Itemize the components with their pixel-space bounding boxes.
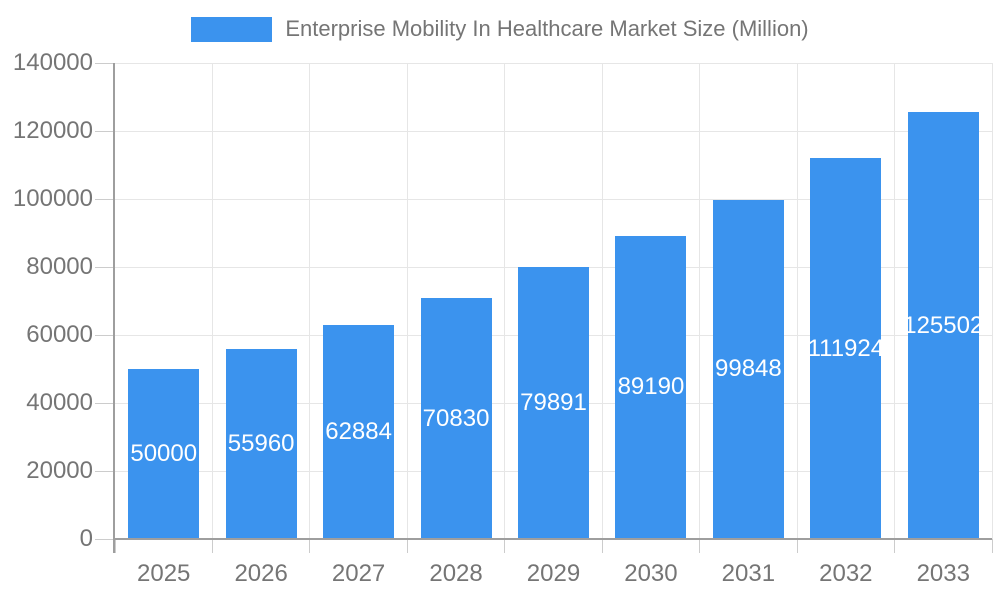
gridline-horizontal [115,62,992,64]
bar-2033[interactable]: 125502 [903,112,983,539]
y-axis-tick [95,334,115,336]
x-axis-label: 2032 [819,560,873,587]
x-axis-label: 2025 [137,560,191,587]
x-axis-tick [211,539,213,553]
y-axis-tick [95,470,115,472]
x-axis-label: 2027 [331,560,386,587]
bar-value-label: 70830 [422,404,490,432]
bar-value-label: 50000 [130,440,198,467]
bar-2032[interactable]: 111924 [808,158,884,539]
bar-2027[interactable]: 62884 [323,325,395,539]
x-axis-tick [699,539,701,553]
gridline-vertical [991,63,993,539]
y-axis-label: 40000 [26,389,93,416]
gridline-vertical [699,63,701,539]
bar-value-label: 55960 [227,429,295,457]
y-axis-label: 80000 [26,253,93,280]
y-axis-line [113,63,115,553]
gridline-horizontal [115,130,992,132]
plot-area: 50000 55960 62884 70830 79891 89190 99848 11192… [95,62,993,553]
gridline-vertical [796,63,798,539]
bar-2028[interactable]: 70830 [420,298,492,539]
bar-value-label: 111924 [807,334,885,362]
bar-value-label: 79891 [520,389,587,417]
legend: Enterprise Mobility In Healthcare Market… [0,16,1000,42]
y-axis-tick [95,266,115,268]
gridline-vertical [211,63,213,539]
x-axis-label: 2029 [526,560,581,587]
x-axis-tick [894,539,896,553]
x-axis-label: 2033 [916,560,970,587]
y-axis-label: 60000 [26,321,93,348]
x-axis-label: 2028 [429,560,483,587]
gridline-vertical [406,63,408,539]
bar-2026[interactable]: 55960 [225,348,297,539]
gridline-vertical [504,63,506,539]
y-axis-label: 140000 [12,49,93,76]
legend-swatch[interactable] [191,16,273,42]
y-axis-label: 100000 [12,185,93,212]
x-axis-tick [504,539,506,553]
x-axis-label: 2031 [721,560,776,587]
bar-value-label: 62884 [325,418,392,446]
y-axis-label: 120000 [12,117,93,144]
x-axis-tick [601,539,603,553]
y-axis-tick [95,62,115,64]
bar-2029[interactable]: 79891 [518,267,589,539]
y-axis-tick [95,198,115,200]
x-axis-line [115,538,992,540]
x-axis-label: 2026 [234,560,288,587]
x-axis-tick [406,539,408,553]
bar-value-label: 89190 [617,373,685,401]
x-axis-tick [796,539,798,553]
gridline-vertical [601,63,603,539]
y-axis-label: 0 [79,525,93,552]
x-axis-label: 2030 [624,560,678,587]
x-axis-tick [309,539,311,553]
bar-2025[interactable]: 50000 [128,369,200,539]
y-axis-label: 20000 [26,457,93,484]
legend-label: Enterprise Mobility In Healthcare Market… [285,16,809,41]
bar-2031[interactable]: 99848 [712,199,784,539]
bar-value-label: 125502 [903,311,984,339]
y-axis-tick [95,538,115,540]
y-axis-tick [95,402,115,404]
x-axis-tick [991,539,993,553]
bar-2030[interactable]: 89190 [615,235,687,539]
bar-value-label: 99848 [715,355,782,383]
gridline-horizontal [115,266,992,268]
y-axis-tick [95,130,115,132]
gridline-vertical [309,63,311,539]
gridline-horizontal [115,198,992,200]
gridline-vertical [894,63,896,539]
x-axis-tick [114,539,116,553]
